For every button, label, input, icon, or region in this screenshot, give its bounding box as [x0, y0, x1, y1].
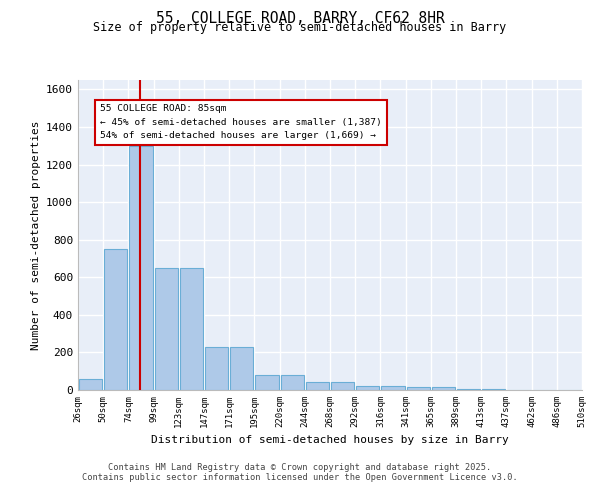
- Bar: [306, 382, 329, 390]
- Bar: [407, 387, 430, 390]
- Bar: [281, 375, 304, 390]
- Text: Contains public sector information licensed under the Open Government Licence v3: Contains public sector information licen…: [82, 472, 518, 482]
- Bar: [256, 375, 278, 390]
- Text: 55 COLLEGE ROAD: 85sqm
← 45% of semi-detached houses are smaller (1,387)
54% of : 55 COLLEGE ROAD: 85sqm ← 45% of semi-det…: [100, 104, 382, 140]
- Bar: [432, 387, 455, 390]
- Bar: [331, 382, 354, 390]
- Bar: [130, 146, 152, 390]
- Y-axis label: Number of semi-detached properties: Number of semi-detached properties: [31, 120, 41, 350]
- X-axis label: Distribution of semi-detached houses by size in Barry: Distribution of semi-detached houses by …: [151, 436, 509, 446]
- Bar: [205, 347, 228, 390]
- Bar: [356, 386, 379, 390]
- Bar: [230, 347, 253, 390]
- Text: Size of property relative to semi-detached houses in Barry: Size of property relative to semi-detach…: [94, 22, 506, 35]
- Bar: [382, 386, 404, 390]
- Bar: [180, 268, 203, 390]
- Text: Contains HM Land Registry data © Crown copyright and database right 2025.: Contains HM Land Registry data © Crown c…: [109, 462, 491, 471]
- Bar: [457, 389, 480, 390]
- Bar: [79, 378, 102, 390]
- Bar: [104, 249, 127, 390]
- Bar: [482, 389, 505, 390]
- Bar: [155, 268, 178, 390]
- Text: 55, COLLEGE ROAD, BARRY, CF62 8HR: 55, COLLEGE ROAD, BARRY, CF62 8HR: [155, 11, 445, 26]
